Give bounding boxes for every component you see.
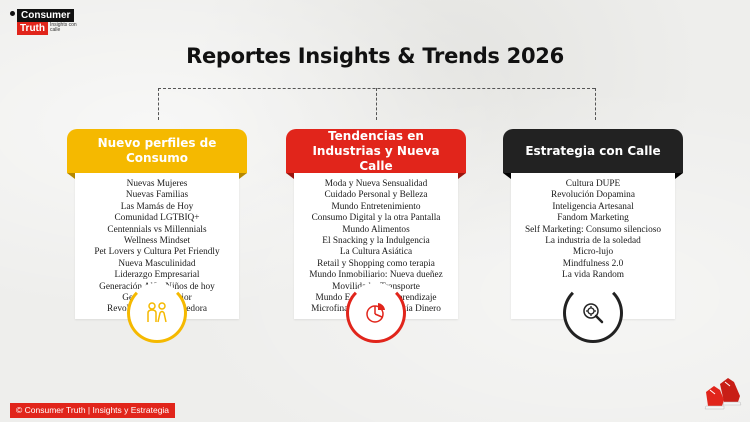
sneakers-illustration [700,372,745,417]
search-gear-icon [563,283,623,343]
list-item: Centennials vs Millennials [107,224,207,235]
list-item: Mundo Entretenimiento [331,201,421,212]
logo-dot [10,11,15,16]
card-header-title: Estrategia con Calle [525,143,661,158]
card-header: Estrategia con Calle [503,129,683,179]
logo: Consumer Truth Insights con calle [8,7,78,45]
list-item: Mindfulness 2.0 [562,258,624,269]
list-item: Wellness Mindset [123,236,191,247]
list-item: El Snacking y la Indulgencia [322,236,430,247]
list-item: Self Marketing: Consumo silencioso [524,224,662,235]
card-header: Tendencias en Industrias y Nueva Calle [286,128,466,179]
card-body: Cultura DUPE Revolución Dopamina Intelig… [511,173,675,343]
card-body: Nuevas Mujeres Nuevas Familias Las Mamás… [75,173,239,343]
list-item: La vida Random [562,270,624,281]
card-industry-trends: Tendencias en Industrias y Nueva Calle M… [286,128,466,343]
list-item: Inteligencia Artesanal [552,201,634,212]
card-body: Moda y Nueva Sensualidad Cuidado Persona… [294,173,458,343]
logo-line2: Truth [17,22,48,35]
connector-line [595,88,596,120]
list-item: Pet Lovers y Cultura Pet Friendly [94,247,220,258]
card-street-strategy: Estrategia con Calle Cultura DUPE Revolu… [503,129,683,343]
list-item: Comunidad LGTBIQ+ [114,213,200,224]
list-item: Fandom Marketing [557,213,629,224]
list-item: Cultura DUPE [565,179,621,189]
page-title: Reportes Insights & Trends 2026 [186,44,564,68]
list-item: Nueva Masculinidad [118,258,196,269]
list-item: Revolución Dopamina [551,190,635,201]
list-item: Mundo Inmobiliario: Nueva dueñez [309,270,443,281]
card-header-title: Tendencias en Industrias y Nueva Calle [312,128,440,173]
logo-line1: Consumer [17,9,75,22]
list-item: Nuevas Familias [125,190,189,201]
people-icon [127,283,187,343]
list-item: Consumo Digital y la otra Pantalla [311,213,441,224]
logo-tagline: Insights con calle [50,22,77,33]
list-item: Liderazgo Empresarial [114,270,200,281]
footer-copyright: © Consumer Truth | Insights y Estrategia [10,403,176,418]
connector-line [376,88,377,120]
list-item: Nuevas Mujeres [126,179,188,189]
card-header-title: Nuevo perfiles de Consumo [97,136,217,165]
card-consumer-profiles: Nuevo perfiles de Consumo Nuevas Mujeres… [67,129,247,343]
pie-chart-icon [346,283,406,343]
list-item: Cuidado Personal y Belleza [324,190,428,201]
list-item: Micro-lujo [572,247,614,258]
list-item: La Cultura Asiática [339,247,413,258]
list-item: La industria de la soledad [545,236,641,247]
connector-line [158,88,159,120]
list-item: Mundo Alimentos [342,224,410,235]
list-item: Retail y Shopping como terapia [317,258,435,269]
list-item: Las Mamás de Hoy [120,201,194,212]
list-item: Moda y Nueva Sensualidad [324,179,428,189]
card-list: Cultura DUPE Revolución Dopamina Intelig… [511,179,675,282]
card-header: Nuevo perfiles de Consumo [67,129,247,179]
